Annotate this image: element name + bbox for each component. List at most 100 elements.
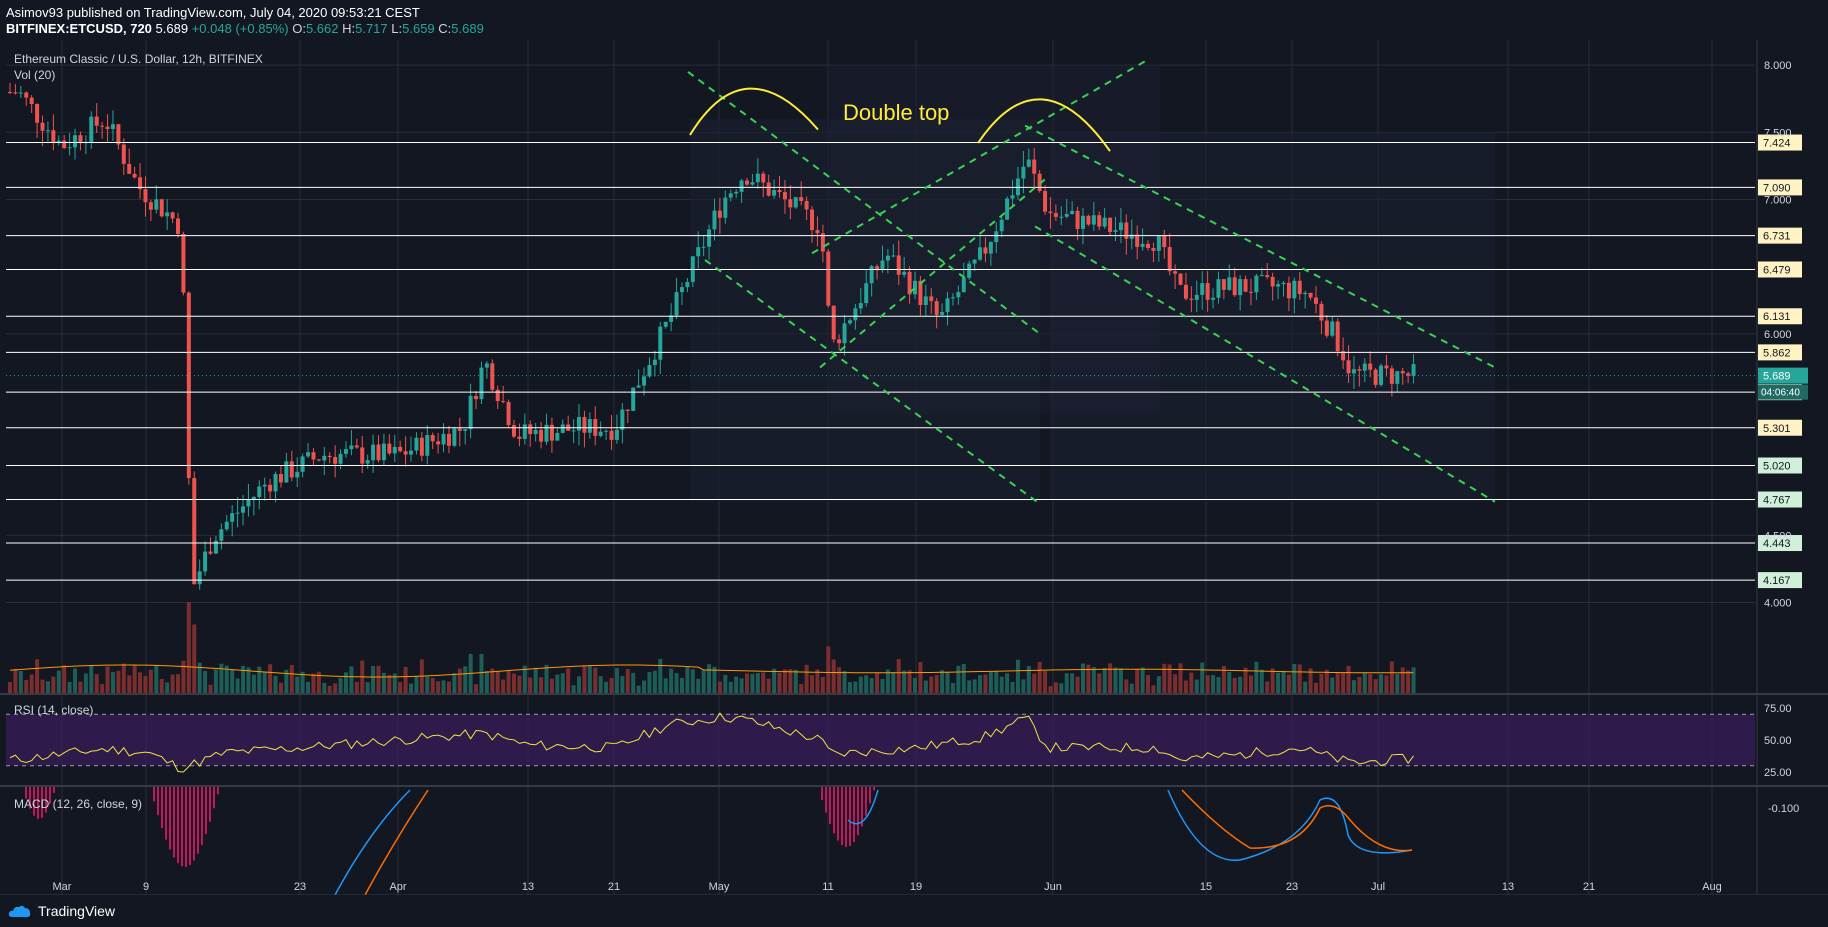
candle-body-215 <box>1173 271 1178 274</box>
volume-bar-162 <box>885 669 890 693</box>
volume-bar-34 <box>192 624 197 693</box>
candle-body-223 <box>1216 279 1221 298</box>
time-tick-14: 21 <box>1583 881 1595 893</box>
volume-bar-233 <box>1270 668 1275 693</box>
volume-bar-189 <box>1032 673 1037 693</box>
chart-canvas[interactable]: 7.4247.0906.7316.4796.1315.8625.5665.301… <box>0 40 1828 895</box>
candle-body-29 <box>165 212 170 217</box>
candle-body-47 <box>262 484 267 487</box>
candle-body-143 <box>782 192 787 200</box>
volume-bar-42 <box>235 678 240 693</box>
volume-bar-74 <box>409 683 414 693</box>
time-tick-4: 13 <box>522 881 534 893</box>
candle-body-187 <box>1021 166 1026 179</box>
candle-body-16 <box>94 116 99 126</box>
level-tag-bg-8 <box>1758 457 1802 474</box>
candle-body-94 <box>517 436 522 439</box>
volume-bar-227 <box>1238 676 1243 693</box>
volume-bar-17 <box>100 683 105 693</box>
price-tick-1: 7.500 <box>1764 127 1792 139</box>
volume-bar-150 <box>820 676 825 693</box>
candle-body-37 <box>208 551 213 554</box>
chart-footer: TradingView <box>0 895 1828 927</box>
price-tick-4: 4.500 <box>1764 530 1792 542</box>
time-axis[interactable]: Mar 9 23 Apr 13 21 May 11 19 Jun 15 23 Jul 13 21 Aug <box>53 881 1722 893</box>
volume-bar-105 <box>577 676 582 693</box>
volume-bar-169 <box>923 680 928 693</box>
double-top-arcs[interactable] <box>689 87 1111 152</box>
candle-body-48 <box>268 484 273 492</box>
channel-down-upper <box>687 71 1041 335</box>
volume-bar-84 <box>463 666 468 693</box>
symbol-label[interactable]: BITFINEX:ETCUSD, 720 <box>6 21 152 36</box>
pane-dividers[interactable] <box>0 40 1828 895</box>
macd-tick-0: -0.100 <box>1768 803 1799 815</box>
volume-bar-252 <box>1373 679 1378 693</box>
candle-body-231 <box>1259 275 1264 277</box>
channel-up-lower <box>819 178 1046 369</box>
volume-bar-173 <box>945 672 950 693</box>
candle-body-13 <box>78 135 83 144</box>
candle-body-136 <box>745 180 749 185</box>
candle-body-220 <box>1200 283 1205 295</box>
candle-body-67 <box>371 444 376 461</box>
volume-bar-68 <box>376 665 381 693</box>
candle-body-132 <box>723 197 728 218</box>
volume-bar-240 <box>1308 668 1313 693</box>
trend-channels[interactable] <box>687 57 1496 503</box>
level-tag-8: 5.020 <box>1763 461 1791 473</box>
candle-body-92 <box>506 401 511 426</box>
candle-body-216 <box>1178 273 1183 285</box>
candle-body-49 <box>273 474 278 492</box>
volume-bar-165 <box>902 670 907 693</box>
volume-bar-161 <box>880 678 885 693</box>
candle-body-79 <box>436 441 441 445</box>
volume-bar-24 <box>138 672 143 693</box>
volume-bar-194 <box>1059 683 1064 693</box>
volume-bar-206 <box>1124 679 1129 693</box>
volume-bar-248 <box>1351 680 1356 693</box>
volume-bar-136 <box>745 673 749 693</box>
tradingview-logo[interactable]: TradingView <box>8 901 115 921</box>
volume-bar-132 <box>723 674 728 693</box>
volume-bar-257 <box>1400 667 1405 693</box>
candle-body-232 <box>1265 275 1270 277</box>
candle-body-151 <box>826 251 831 306</box>
double-top-annotation[interactable]: Double top <box>843 100 949 125</box>
price-tick-0: 8.000 <box>1764 60 1792 72</box>
candle-body-77 <box>425 435 430 456</box>
level-tag-bg-1 <box>1758 179 1802 196</box>
volume-bar-221 <box>1205 675 1210 693</box>
candle-body-89 <box>490 363 495 390</box>
rsi-tick-1: 50.00 <box>1764 735 1792 747</box>
candle-body-146 <box>799 197 804 202</box>
candle-body-28 <box>159 199 164 217</box>
level-tag-7: 5.301 <box>1763 423 1791 435</box>
volume-bar-46 <box>257 666 262 693</box>
level-tag-11: 4.167 <box>1763 575 1791 587</box>
candle-body-52 <box>289 461 294 478</box>
candle-body-105 <box>577 416 582 431</box>
candle-body-252 <box>1373 369 1378 385</box>
candle-body-256 <box>1395 371 1400 384</box>
candle-body-99 <box>544 424 549 442</box>
volume-bar-197 <box>1075 676 1080 693</box>
volume-bar-143 <box>782 669 787 693</box>
support-resistance-levels[interactable] <box>6 142 1755 581</box>
candle-body-102 <box>560 424 565 433</box>
candle-body-66 <box>365 460 370 464</box>
volume-bar-179 <box>978 675 983 693</box>
price-axis[interactable]: 7.4247.0906.7316.4796.1315.8625.5665.301… <box>1758 60 1808 815</box>
candle-body-90 <box>495 389 500 402</box>
candle-body-96 <box>528 424 533 435</box>
candle-body-120 <box>658 326 663 360</box>
volume-bar-218 <box>1189 672 1194 693</box>
volume-bar-106 <box>582 666 587 693</box>
volume-bar-147 <box>804 664 809 693</box>
volume-bar-63 <box>349 666 354 693</box>
candle-body-199 <box>1086 215 1091 225</box>
volume-bar-92 <box>506 670 511 693</box>
candle-body-254 <box>1384 365 1389 369</box>
high-value: 5.717 <box>355 21 388 36</box>
volume-bar-176 <box>961 663 966 693</box>
